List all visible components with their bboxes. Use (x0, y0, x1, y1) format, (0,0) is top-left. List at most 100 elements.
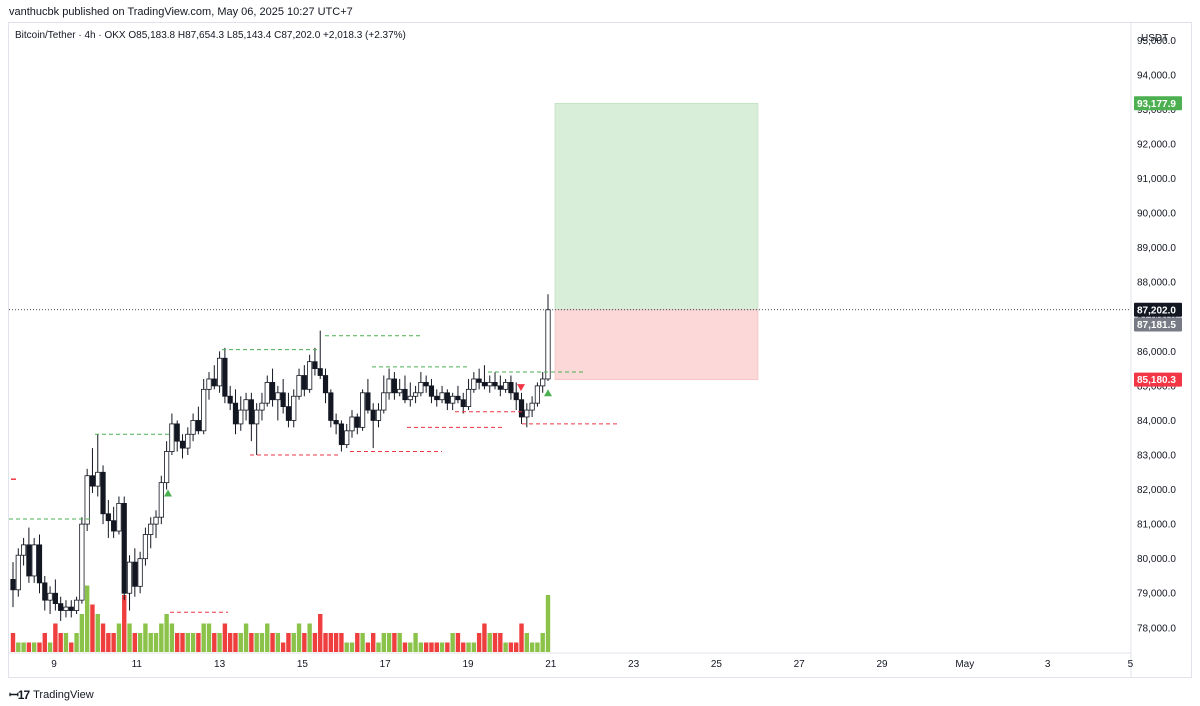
volume-bar (116, 623, 122, 652)
y-tick-label: 78,000.0 (1137, 623, 1176, 634)
chart-frame[interactable] (8, 22, 1192, 678)
candle-body (269, 382, 276, 401)
volume-bar (74, 633, 79, 652)
candle-body (434, 395, 440, 401)
volume-bar (402, 642, 408, 652)
volume-bar (58, 633, 63, 652)
candle-body (158, 482, 164, 518)
y-tick-label: 84,000.0 (1137, 416, 1176, 427)
volume-bar (408, 642, 413, 652)
stop-zone (554, 309, 759, 380)
volume-bar (423, 642, 429, 652)
volume-bar (524, 633, 530, 652)
volume-bar (318, 614, 323, 652)
candle-body (476, 378, 482, 383)
candle-body (153, 516, 159, 525)
candle-body (222, 357, 228, 397)
volume-bar (307, 623, 312, 652)
volume-bar (328, 633, 334, 652)
candle-body (412, 392, 419, 397)
volume-bar (434, 642, 439, 652)
candle-body (52, 592, 58, 605)
volume-bar (233, 633, 238, 652)
volume-bar (42, 633, 47, 652)
x-tick-label: 17 (380, 659, 392, 670)
candle-body (508, 382, 514, 394)
x-tick-label: 11 (132, 659, 143, 670)
candle-body (89, 475, 96, 487)
candle-body (63, 606, 69, 611)
volume-bar (254, 633, 259, 652)
candle-body (418, 382, 424, 394)
volume-bar (249, 633, 254, 652)
x-tick-label: 29 (876, 659, 888, 670)
volume-bar (286, 633, 291, 652)
candle-body (20, 544, 27, 556)
candle-body (36, 544, 43, 584)
x-tick-label: 21 (545, 659, 557, 670)
last-price-label: 87,202.0 (1137, 305, 1176, 316)
candle-body (148, 523, 154, 535)
candle-body (206, 378, 212, 390)
volume-bar (100, 623, 106, 652)
target-price-label: 93,177.9 (1137, 99, 1176, 110)
volume-bar (498, 633, 503, 652)
candle-body (487, 382, 493, 387)
volume-bar (323, 633, 328, 652)
volume-bar (482, 623, 487, 652)
volume-bar (418, 642, 424, 652)
volume-bar (63, 633, 69, 652)
volume-bar (514, 642, 519, 652)
candle-body (407, 395, 413, 401)
candle-body (354, 416, 360, 428)
candle-body (291, 395, 297, 421)
candle-body (132, 561, 138, 587)
candle-body (365, 392, 371, 411)
candle-body (497, 385, 503, 390)
legend-low: L85,143.4 (226, 30, 272, 41)
grey-price-label: 87,181.5 (1137, 320, 1176, 331)
candle-body (439, 392, 445, 401)
x-tick-label: 3 (1045, 659, 1051, 670)
stop-price-label: 85,180.3 (1137, 375, 1176, 386)
volume-bar (47, 642, 53, 652)
candle-body (444, 392, 450, 404)
x-tick-label: 5 (1128, 659, 1134, 670)
volume-bar (508, 642, 514, 652)
volume-bar (90, 604, 95, 652)
candle-body (95, 471, 101, 487)
volume-bar (206, 623, 212, 652)
volume-bar (355, 633, 360, 652)
y-tick-label: 95,000.0 (1137, 36, 1176, 47)
candle-body (10, 579, 16, 591)
legend-symbol: Bitcoin/Tether · 4h · OKX (15, 30, 126, 41)
volume-bar (535, 642, 540, 652)
candle-body (238, 409, 244, 425)
candle-body (105, 513, 111, 522)
candle-body (381, 392, 387, 411)
target-price-label-bg (1134, 96, 1182, 111)
volume-bar (381, 633, 386, 652)
grey-price-label-bg (1134, 317, 1182, 332)
candle-body (333, 420, 339, 425)
y-tick-label: 91,000.0 (1137, 174, 1176, 185)
footer-brand-text: TradingView (33, 688, 94, 701)
volume-bar (397, 633, 402, 652)
candle-body (349, 416, 355, 432)
candle-body (31, 544, 37, 577)
candle-body (529, 402, 535, 411)
volume-bar (392, 633, 397, 652)
candle-body (259, 402, 265, 411)
candle-body (322, 375, 329, 394)
candle-body (471, 378, 477, 390)
y-tick-label: 85,000.0 (1137, 381, 1176, 392)
volume-bar (196, 633, 201, 652)
volume-bar (466, 642, 471, 652)
volume-bar (296, 623, 302, 652)
x-tick-label: 27 (794, 659, 806, 670)
candle-body (164, 451, 170, 484)
volume-bar (26, 642, 32, 652)
volume-bar (540, 633, 545, 652)
volume-bar (31, 642, 37, 652)
